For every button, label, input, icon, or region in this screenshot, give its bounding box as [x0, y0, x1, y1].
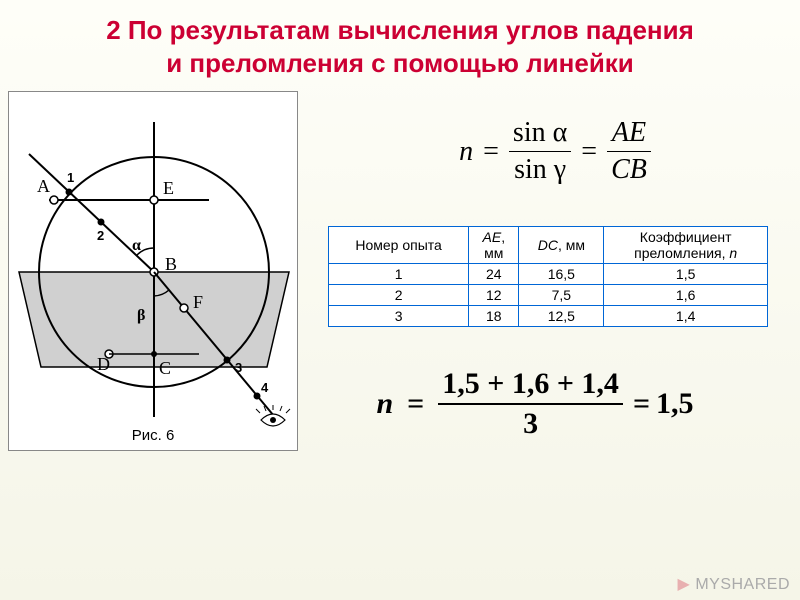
- label-f: F: [193, 292, 203, 312]
- formula1-lhs: n: [459, 136, 473, 168]
- sin-den: sin γ: [510, 154, 570, 186]
- fraction-average: 1,5 + 1,6 + 1,4 3: [438, 367, 623, 441]
- equals-sign: =: [581, 136, 597, 168]
- ray-num-3: 3: [235, 360, 242, 375]
- col-dc: DC, мм: [519, 227, 604, 264]
- label-beta: β: [137, 307, 145, 324]
- label-b: B: [165, 254, 177, 274]
- table-body: 1 24 16,5 1,5 2 12 7,5 1,6 3 18 12,5 1,4: [329, 264, 768, 327]
- col-experiment: Номер опыта: [329, 227, 469, 264]
- sin-num: sin α: [509, 117, 571, 149]
- label-alpha: α: [132, 237, 141, 254]
- label-e: E: [163, 178, 174, 198]
- ray-num-1: 1: [67, 170, 74, 185]
- ray-num-4: 4: [261, 380, 269, 395]
- formula-refractive-index: n = sin α sin γ = AE CB: [318, 117, 792, 186]
- watermark: ▶ MYSHARED: [678, 574, 790, 594]
- ae-num: AE: [608, 117, 650, 149]
- formula2-lhs: n: [376, 387, 393, 421]
- equals-sign: =: [407, 387, 424, 421]
- equals-sign: =: [633, 387, 650, 421]
- slide-title: 2 По результатам вычисления углов падени…: [0, 0, 800, 87]
- col-ae: AE,мм: [469, 227, 519, 264]
- title-line-2: и преломления с помощью линейки: [166, 48, 634, 78]
- fraction-sin: sin α sin γ: [509, 117, 571, 186]
- right-column: n = sin α sin γ = AE CB Номер опыта AE,м…: [298, 87, 792, 451]
- avg-num: 1,5 + 1,6 + 1,4: [438, 367, 623, 401]
- equals-sign: =: [483, 136, 499, 168]
- avg-den: 3: [519, 407, 542, 441]
- fraction-segments: AE CB: [607, 117, 651, 186]
- ray-num-2: 2: [97, 228, 104, 243]
- col-n: Коэффициентпреломления, n: [604, 227, 768, 264]
- title-line-1: 2 По результатам вычисления углов падени…: [106, 15, 694, 45]
- avg-result: 1,5: [656, 387, 694, 421]
- refraction-diagram: A E B F D C α β 1 2 3 4: [9, 92, 299, 432]
- diagram-panel: A E B F D C α β 1 2 3 4 Рис. 6: [8, 91, 298, 451]
- table-row: 3 18 12,5 1,4: [329, 306, 768, 327]
- table-row: 2 12 7,5 1,6: [329, 285, 768, 306]
- label-a: A: [37, 176, 50, 196]
- table-row: 1 24 16,5 1,5: [329, 264, 768, 285]
- label-c: C: [159, 358, 171, 378]
- table-header-row: Номер опыта AE,мм DC, мм Коэффициентпрел…: [329, 227, 768, 264]
- label-d: D: [97, 354, 110, 374]
- results-table: Номер опыта AE,мм DC, мм Коэффициентпрел…: [328, 226, 768, 327]
- formula-average: n = 1,5 + 1,6 + 1,4 3 = 1,5: [278, 367, 792, 441]
- content-row: A E B F D C α β 1 2 3 4 Рис. 6 n = sin α…: [0, 87, 800, 451]
- cb-den: CB: [607, 154, 651, 186]
- figure-caption: Рис. 6: [132, 427, 175, 444]
